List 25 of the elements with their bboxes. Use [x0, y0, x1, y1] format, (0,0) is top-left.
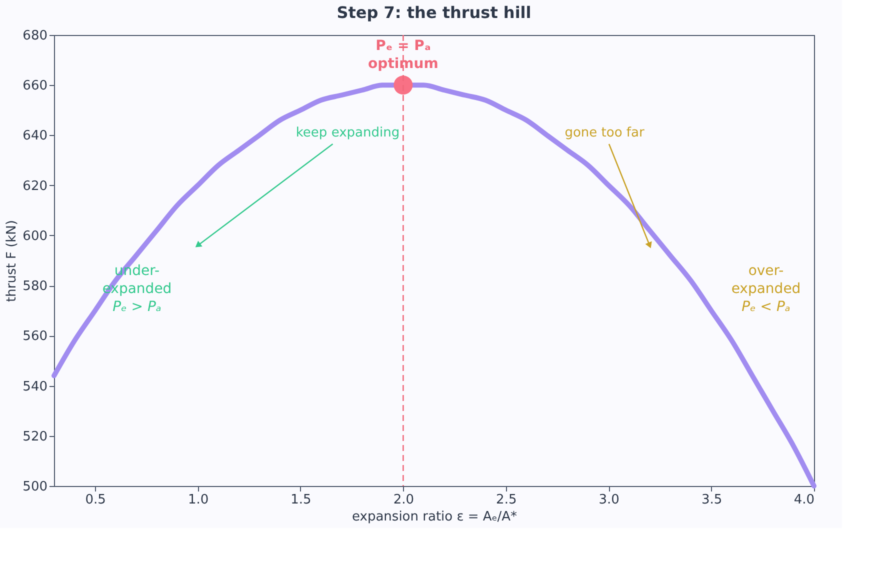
y-tick-label: 500	[22, 480, 48, 494]
annotation: gone too far	[564, 126, 645, 141]
y-tick-label: 540	[22, 379, 48, 394]
x-tick-label: 3.5	[701, 492, 722, 508]
x-tick-label: 2.5	[496, 492, 517, 508]
x-tick-label: 0.5	[85, 492, 106, 508]
ref-line-label: Pₑ = Pₐ optimum	[368, 38, 438, 72]
y-tick-label: 580	[22, 279, 48, 294]
annotation: over- expanded Pₑ < Pₐ	[731, 263, 801, 315]
y-axis-title: thrust F (kN)	[4, 220, 20, 302]
chart-title: Step 7: the thrust hill	[336, 3, 532, 22]
y-tick-label: 680	[22, 28, 48, 44]
y-tick-label: 620	[22, 178, 48, 194]
x-axis-title: expansion ratio ε = Aₑ/A*	[352, 510, 518, 524]
y-tick-label: 600	[22, 228, 48, 244]
x-tick-label: 3.0	[598, 492, 620, 508]
x-tick-label: 1.5	[290, 492, 312, 508]
y-tick-label: 640	[22, 128, 48, 144]
y-tick-label: 560	[22, 329, 48, 344]
x-tick-label: 1.0	[188, 492, 209, 508]
annotation: keep expanding	[296, 126, 400, 141]
y-tick-label: 520	[22, 429, 48, 444]
x-tick-label: 2.0	[393, 492, 414, 508]
x-tick-label: 4.0	[794, 492, 814, 508]
y-tick-label: 660	[22, 78, 48, 94]
